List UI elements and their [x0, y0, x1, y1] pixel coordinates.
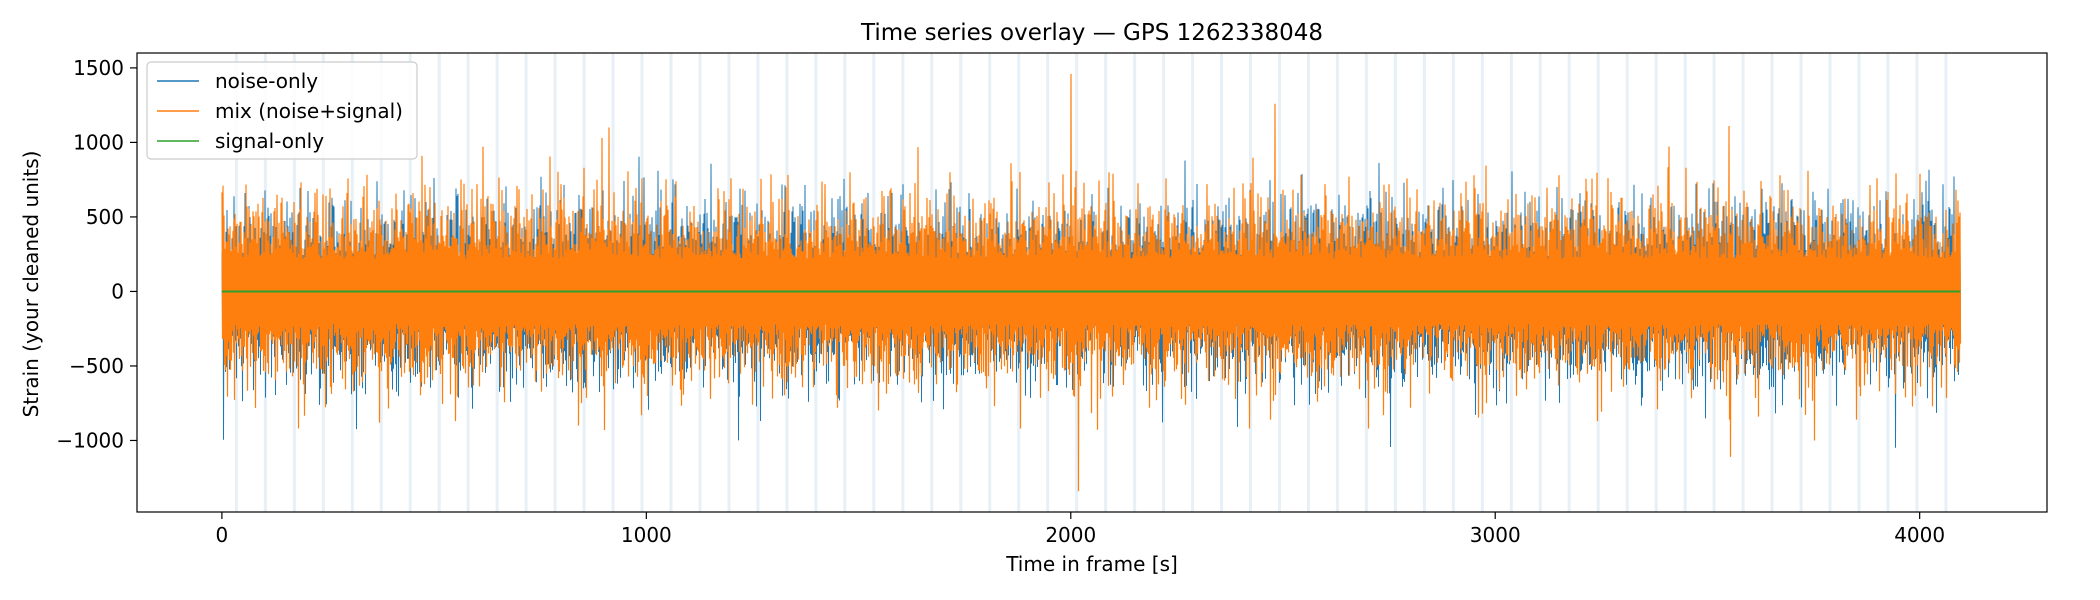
legend: noise-only mix (noise+signal) signal-onl…: [146, 61, 418, 160]
legend-label-signal-only: signal-only: [215, 129, 324, 153]
chart-title: Time series overlay — GPS 1262338048: [860, 20, 1323, 46]
y-tick-label: 1500: [73, 56, 124, 80]
y-tick-label: −1000: [56, 428, 124, 452]
y-tick-label: 500: [86, 205, 124, 229]
x-tick-label: 4000: [1894, 523, 1945, 547]
y-axis-ticks: −1000 −500 0 500 1000 1500: [56, 56, 137, 452]
y-tick-label: 0: [111, 279, 124, 303]
x-tick-label: 1000: [621, 523, 672, 547]
x-tick-label: 0: [216, 523, 229, 547]
y-tick-label: 1000: [73, 130, 124, 154]
legend-label-mix: mix (noise+signal): [215, 99, 403, 123]
series-mix: [221, 73, 1962, 492]
legend-label-noise-only: noise-only: [215, 69, 318, 93]
x-tick-label: 3000: [1470, 523, 1521, 547]
x-axis-label: Time in frame [s]: [1005, 552, 1178, 576]
plot-frame: [136, 52, 2048, 513]
x-axis-ticks: 0 1000 2000 3000 4000: [216, 512, 1945, 547]
series-layer: [221, 73, 1962, 492]
legend-box: [146, 61, 418, 160]
x-tick-label: 2000: [1045, 523, 1096, 547]
y-tick-label: −500: [69, 354, 124, 378]
y-axis-label: Strain (your cleaned units): [19, 151, 43, 418]
